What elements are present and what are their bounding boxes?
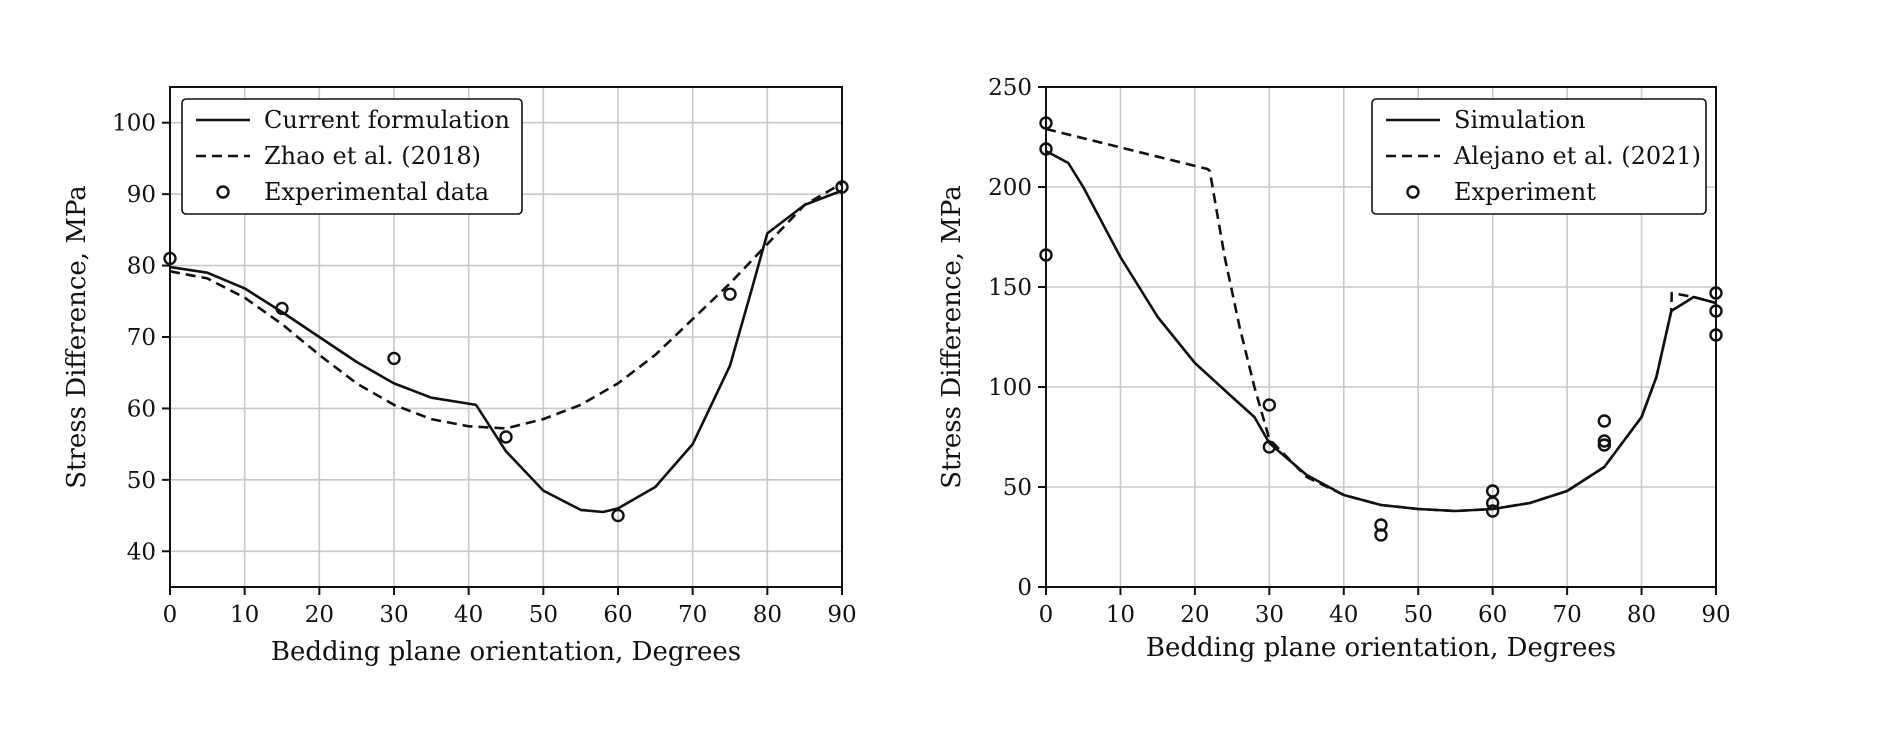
y-tick-label: 50 xyxy=(1003,475,1032,501)
data-point xyxy=(1262,398,1277,412)
x-axis-title: Bedding plane orientation, Degrees xyxy=(1146,633,1616,663)
x-tick-label: 50 xyxy=(1404,602,1433,628)
x-tick-label: 0 xyxy=(163,602,178,628)
chart-panel-1: 0 10 20 30 40 50 60 70 80 90 40 50 60 70 80 90 100 Beddin… xyxy=(62,86,857,667)
y-tick-label: 100 xyxy=(112,111,156,137)
legend-label: Alejano et al. (2021) xyxy=(1453,142,1701,170)
x-tick-label: 10 xyxy=(230,602,259,628)
x-tick-label: 40 xyxy=(1329,602,1358,628)
x-tick-label: 90 xyxy=(827,602,856,628)
x-tick-label: 40 xyxy=(454,602,483,628)
y-tick-label: 0 xyxy=(1017,575,1032,601)
x-tick-label: 80 xyxy=(753,602,782,628)
legend-label: Experimental data xyxy=(264,178,489,206)
x-tick-label: 70 xyxy=(1552,602,1581,628)
x-axis-title: Bedding plane orientation, Degrees xyxy=(271,637,741,667)
legend-marker xyxy=(216,185,230,199)
y-axis-title: Stress Difference, MPa xyxy=(937,185,967,489)
x-tick-label: 20 xyxy=(1180,602,1209,628)
data-point xyxy=(1597,434,1612,448)
plot-frame xyxy=(1045,86,1717,588)
legend-label: Current formulation xyxy=(264,106,510,134)
x-tick-label: 70 xyxy=(678,602,707,628)
y-tick-label: 90 xyxy=(127,182,156,208)
y-tick-label: 200 xyxy=(988,175,1032,201)
data-point xyxy=(723,287,737,301)
y-tick-label: 40 xyxy=(127,539,156,565)
y-tick-label: 100 xyxy=(988,375,1032,401)
y-tick-label: 80 xyxy=(127,254,156,280)
x-tick-label: 50 xyxy=(529,602,558,628)
x-tick-label: 20 xyxy=(305,602,334,628)
y-tick-label: 60 xyxy=(127,396,156,422)
x-tick-label: 80 xyxy=(1627,602,1656,628)
x-tick-label: 0 xyxy=(1039,602,1054,628)
data-point xyxy=(1485,496,1500,510)
series-1-line xyxy=(170,189,842,514)
x-tick-label: 60 xyxy=(1478,602,1507,628)
legend-marker xyxy=(1406,185,1420,199)
legend-box xyxy=(181,98,523,215)
x-tick-label: 30 xyxy=(1255,602,1284,628)
data-point xyxy=(387,351,401,366)
y-tick-label: 250 xyxy=(988,75,1032,101)
data-point xyxy=(275,301,289,316)
data-point xyxy=(499,430,513,444)
legend-box xyxy=(1371,98,1707,215)
data-point xyxy=(611,508,625,523)
chart-panel-2: 0 10 20 30 40 50 60 70 80 90 0 50 100 150 200 250 Beddin… xyxy=(937,75,1731,663)
data-point xyxy=(1597,438,1612,452)
y-tick-label: 50 xyxy=(127,468,156,494)
plot-frame xyxy=(169,86,843,588)
x-tick-label: 60 xyxy=(603,602,632,628)
data-point xyxy=(1262,440,1277,454)
legend-label: Zhao et al. (2018) xyxy=(264,142,481,170)
legend-label: Simulation xyxy=(1454,106,1586,134)
x-tick-label: 30 xyxy=(379,602,408,628)
data-point xyxy=(1485,504,1500,518)
x-tick-label: 90 xyxy=(1701,602,1730,628)
data-point xyxy=(1597,414,1612,428)
legend-label: Experiment xyxy=(1454,178,1596,206)
y-axis-title: Stress Difference, MPa xyxy=(62,185,92,489)
x-tick-label: 10 xyxy=(1106,602,1135,628)
series-2-line xyxy=(1046,127,1716,513)
legend: Current formulation Zhao et al. (2018) Exp… xyxy=(181,98,523,215)
y-tick-label: 70 xyxy=(127,325,156,351)
data-point xyxy=(1374,528,1388,542)
legend: Simulation Alejano et al. (2021) Experimen… xyxy=(1371,98,1707,215)
y-tick-label: 150 xyxy=(988,275,1032,301)
